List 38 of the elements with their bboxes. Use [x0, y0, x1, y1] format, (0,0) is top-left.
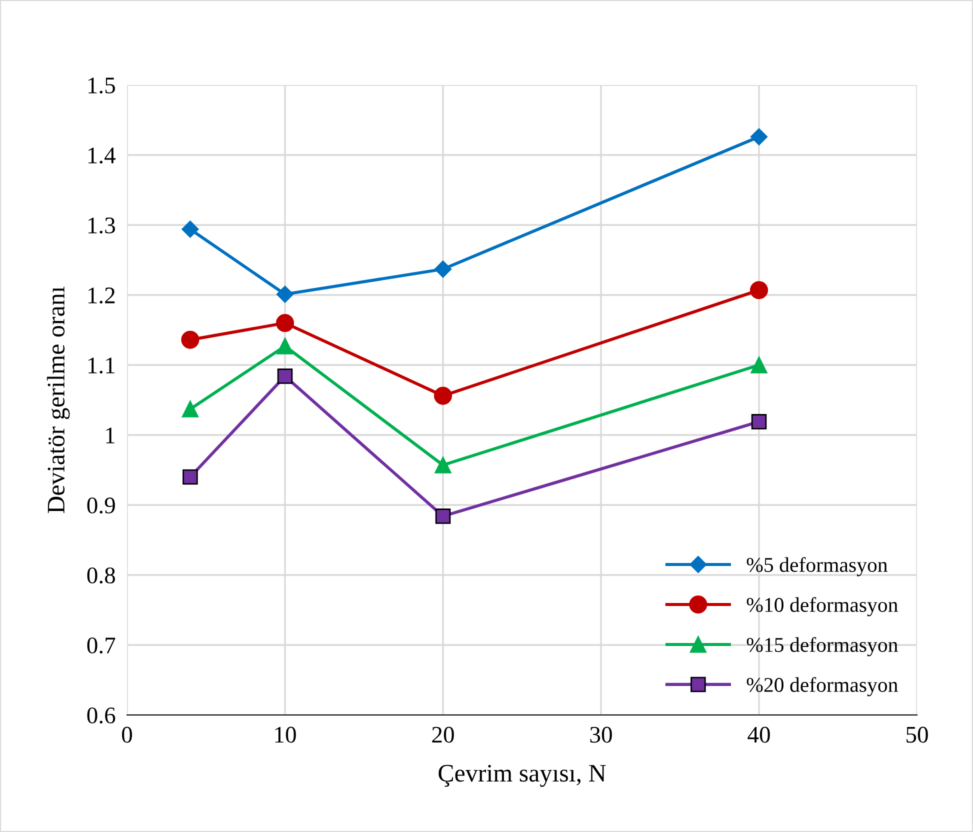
y-axis-title: Deviatör gerilme oranı	[46, 286, 70, 514]
legend-label: %15 deformasyon	[746, 637, 898, 656]
x-tick-label: 30	[590, 726, 612, 743]
x-tick-label: 40	[748, 726, 770, 743]
point	[750, 281, 768, 300]
x-tick-label: 0	[122, 726, 132, 743]
point	[751, 414, 767, 430]
y-tick-label: 1	[106, 428, 114, 444]
y-tick-label: 0.9	[87, 497, 115, 514]
y-tick-label: 1.5	[88, 78, 115, 94]
x-tick-label: 20	[432, 726, 454, 743]
point	[276, 338, 294, 354]
point	[182, 220, 199, 238]
point	[434, 260, 452, 278]
point	[276, 286, 294, 303]
y-tick-label: 1.3	[88, 218, 115, 234]
point	[276, 314, 294, 332]
x-tick-label: 50	[906, 726, 928, 743]
y-tick-label: 1.4	[88, 148, 116, 164]
point	[277, 368, 293, 384]
legend-label: %10 deformasyon	[746, 597, 898, 616]
point	[434, 386, 452, 405]
y-tick-label: 0.8	[87, 567, 115, 584]
y-tick-label: 0.6	[87, 707, 116, 724]
point	[182, 469, 198, 485]
point	[435, 508, 451, 524]
point	[750, 356, 768, 374]
point	[182, 400, 199, 418]
legend-label: %20 deformasyon	[746, 677, 898, 696]
x-tick-label: 10	[275, 726, 296, 743]
point	[750, 128, 768, 146]
y-tick-label: 0.7	[87, 637, 116, 654]
y-tick-label: 1.2	[88, 288, 115, 304]
point	[434, 456, 452, 474]
point	[181, 330, 200, 349]
x-axis-title: Çevrim sayısı, N	[438, 764, 606, 787]
y-tick-label: 1.1	[88, 358, 114, 374]
legend-label: %5 deformasyon	[746, 557, 888, 576]
